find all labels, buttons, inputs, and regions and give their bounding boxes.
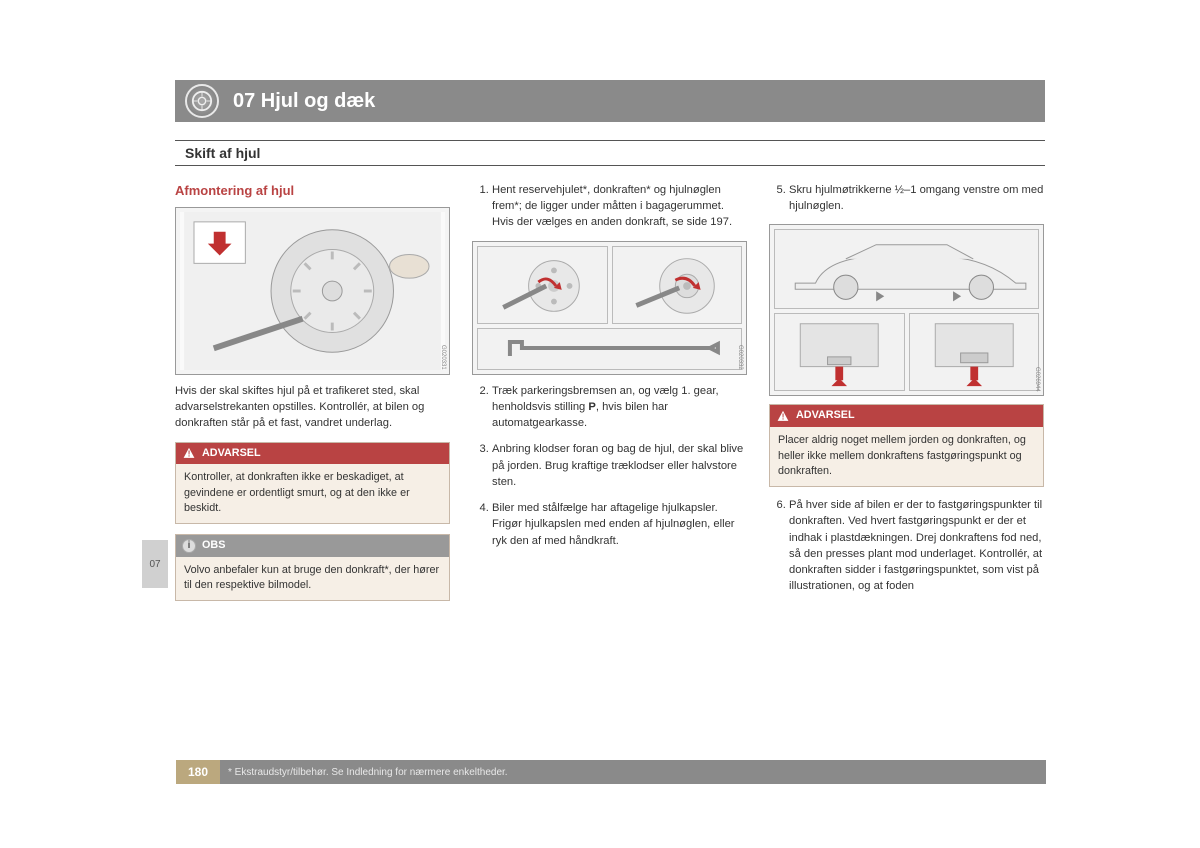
svg-text:!: ! xyxy=(782,413,785,422)
page-content: 07 Hjul og dæk Skift af hjul Afmontering… xyxy=(175,80,1045,611)
warning-box-1: ! ADVARSEL Kontroller, at donkraften ikk… xyxy=(175,442,450,525)
svg-text:!: ! xyxy=(188,450,191,459)
column-1: Afmontering af hjul G020331 xyxy=(175,182,450,611)
section-subheader: Skift af hjul xyxy=(175,140,1045,166)
warning-box-2: ! ADVARSEL Placer aldrig noget mellem jo… xyxy=(769,404,1044,487)
warning-body-2: Placer aldrig noget mellem jorden og don… xyxy=(770,427,1043,486)
footer-note: * Ekstraudstyr/tilbehør. Se Indledning f… xyxy=(228,767,508,778)
warning-body: Kontroller, at donkraften ikke er beskad… xyxy=(176,464,449,523)
step-4: Biler med stålfælge har aftagelige hjulk… xyxy=(492,500,747,549)
illus-car-side xyxy=(774,229,1039,309)
illus-lugwrench-b xyxy=(612,246,743,324)
chapter-title: 07 Hjul og dæk xyxy=(233,90,375,113)
page-footer: 180 * Ekstraudstyr/tilbehør. Se Indledni… xyxy=(176,760,1046,784)
illustration-wheel-removal: G020331 xyxy=(175,207,450,375)
info-icon: i xyxy=(182,539,196,553)
step-2: Træk parkeringsbremsen an, og vælg 1. ge… xyxy=(492,383,747,432)
column-2: Hent reservehjulet*, donkraften* og hjul… xyxy=(472,182,747,611)
obs-title: OBS xyxy=(202,538,225,554)
illus-lugwrench-a xyxy=(477,246,608,324)
illustration-tools: G020332 xyxy=(472,241,747,375)
warning-triangle-icon: ! xyxy=(182,446,196,460)
step-6: På hver side af bilen er der to fastgøri… xyxy=(789,497,1044,594)
step-5: Skru hjulmøtrikkerne ½–1 omgang venstre … xyxy=(789,182,1044,214)
illus-wrench-tool xyxy=(477,328,742,370)
para-intro: Hvis der skal skiftes hjul på et trafike… xyxy=(175,383,450,432)
page-number: 180 xyxy=(176,760,220,784)
illus-code-2: G020332 xyxy=(735,345,744,370)
obs-box: i OBS Volvo anbefaler kun at bruge den d… xyxy=(175,534,450,601)
warning-triangle-icon: ! xyxy=(776,409,790,423)
column-3: Skru hjulmøtrikkerne ½–1 omgang venstre … xyxy=(769,182,1044,611)
side-tab-chapter: 07 xyxy=(142,540,168,588)
illus-jackpoint-a xyxy=(774,313,905,391)
step-3: Anbring klodser foran og bag de hjul, de… xyxy=(492,441,747,490)
chapter-header: 07 Hjul og dæk xyxy=(175,80,1045,122)
illus-code-3: G026944 xyxy=(1032,367,1041,392)
illus-jackpoint-b xyxy=(909,313,1040,391)
step-1: Hent reservehjulet*, donkraften* og hjul… xyxy=(492,182,747,231)
warning-title: ADVARSEL xyxy=(202,446,261,462)
section-title: Afmontering af hjul xyxy=(175,182,450,201)
illustration-jack-points: G026944 xyxy=(769,224,1044,396)
illus-code: G020331 xyxy=(438,345,447,370)
warning-title-2: ADVARSEL xyxy=(796,408,855,424)
obs-body: Volvo anbefaler kun at bruge den donkraf… xyxy=(176,557,449,600)
tire-icon xyxy=(185,84,219,118)
